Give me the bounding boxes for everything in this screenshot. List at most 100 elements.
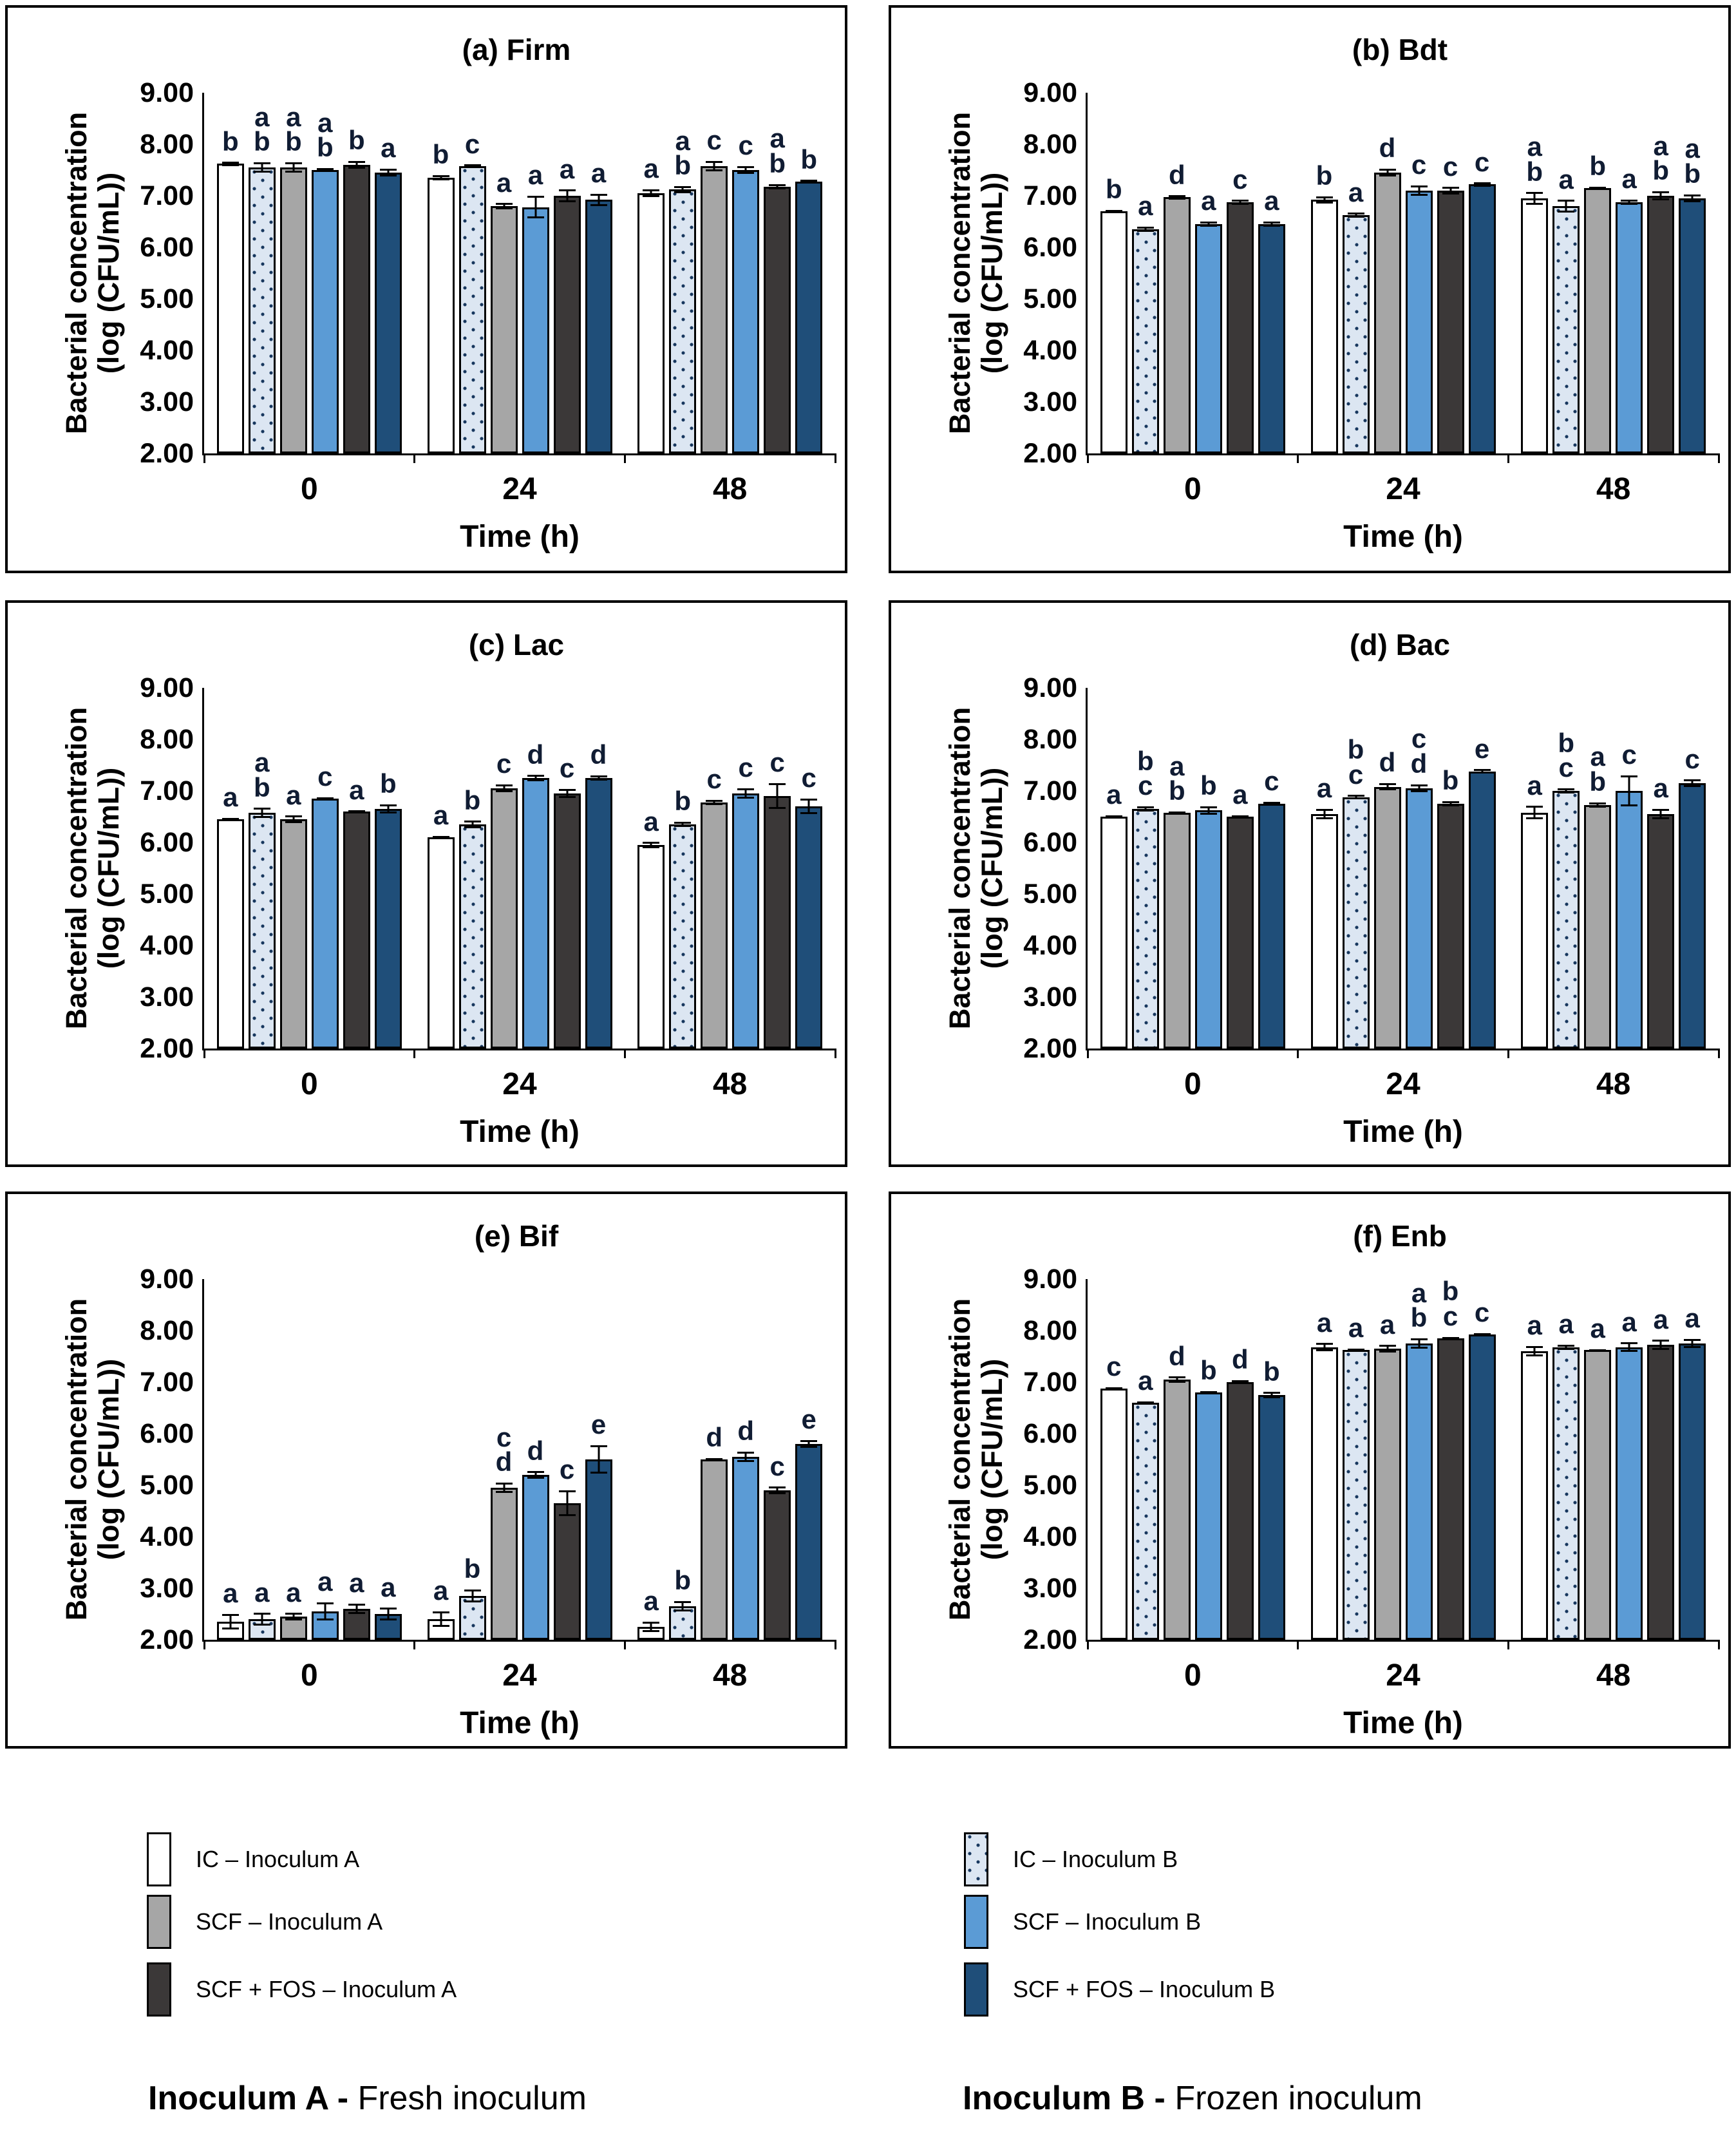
barwrap: a [553,93,581,453]
error-bar-cap-bottom [706,802,723,805]
barwrap: a [490,93,518,453]
legend-label: SCF – Inoculum B [1013,1908,1202,1935]
error-bar-cap-bottom [1473,771,1491,774]
error-bar-cap-bottom [379,1618,397,1620]
error-bar-cap-bottom [316,1619,334,1621]
sig-letters: b [380,768,397,799]
barwrap: a [1521,688,1549,1049]
error-bar-line [261,808,263,819]
error-bar [590,775,607,781]
error-bar-line [598,1445,599,1474]
error-bar [558,1490,576,1516]
legend-item-scffos-a: SCF + FOS – Inoculum A [147,1962,457,2017]
barwrap: a [1552,93,1580,453]
error-bar-cap-bottom [1379,788,1396,791]
y-tick-label: 9.00 [1023,1264,1077,1295]
x-tick-label-0: 0 [300,1658,318,1693]
error-bar [1379,783,1396,791]
barwrap: b [458,688,486,1049]
error-bar-cap-top [1137,1401,1154,1403]
sig-letters: a [1621,1306,1637,1337]
y-tick-label: 5.00 [140,878,194,909]
x-axis-tick [413,1049,416,1058]
error-bar-cap-bottom [1231,816,1249,819]
legend-label: SCF – Inoculum A [196,1908,383,1935]
bar-b-24h-scf_a [1373,173,1401,453]
sig-letters: a [1348,176,1364,207]
barwrap: a [1679,1279,1706,1640]
error-bar-line [387,804,390,814]
y-tick-label: 8.00 [140,1315,194,1346]
sig-letters: b [674,1565,691,1596]
error-bar [1558,1344,1575,1350]
barwrap: a [1131,93,1159,453]
barwrap: a [1342,1279,1370,1640]
bar-d-48h-ic_b [1552,791,1580,1049]
bar-d-0h-ic_b [1131,809,1159,1049]
error-bar-cap-bottom [1347,797,1364,799]
error-bar-cap-bottom [1558,1347,1575,1350]
barwrap: c [1468,93,1496,453]
barwrap: e [1468,688,1496,1049]
error-bar-line [1691,194,1694,203]
y-tick-label: 8.00 [1023,724,1077,755]
error-bar-cap-bottom [1621,202,1638,205]
x-axis-tick [623,1640,626,1649]
barwrap: c [1468,1279,1496,1640]
error-bar [1231,1380,1249,1385]
sig-letters: c [1232,164,1248,195]
error-bar [1231,815,1249,819]
x-tick-label-24: 24 [1386,472,1420,506]
sig-letters: a [433,799,449,830]
error-bar-cap-bottom [379,175,397,177]
barwrap: a [585,93,612,453]
bar-b-24h-scffos_a [1437,191,1464,453]
error-bar-line [598,775,599,781]
x-tick-label-0: 0 [1184,1658,1202,1693]
error-bar-cap-bottom [1473,1334,1491,1336]
error-bar-line [440,1611,442,1627]
error-bar [222,162,239,166]
error-bar-line [1533,806,1536,819]
barwrap: c [795,688,823,1049]
barwrap: c [732,93,760,453]
error-bar-cap-bottom [737,1460,755,1462]
y-tick-label: 4.00 [1023,930,1077,961]
error-bar-line [1176,1376,1178,1383]
sig-letters: c [706,124,722,155]
error-bar-cap-bottom [1473,184,1491,187]
sig-letters: b [1200,1354,1217,1385]
bar-c-0h-ic_a [216,819,244,1049]
error-bar-cap-bottom [348,167,365,169]
sig-letters: e [1474,733,1490,764]
error-bar-line [387,1608,390,1620]
error-bar-cap-top [800,180,818,182]
error-bar [1263,222,1280,227]
sig-letters: a [1527,1310,1542,1341]
error-bar-cap-top [379,804,397,806]
error-bar-line [324,1602,326,1621]
error-bar [316,167,334,173]
error-bar-line [1659,1340,1662,1351]
y-tick-label: 5.00 [140,1470,194,1501]
error-bar [1105,815,1122,819]
error-bar-line [1418,185,1420,196]
error-bar-cap-bottom [1442,1338,1459,1340]
sig-letters: a [643,153,659,184]
barwrap: a [1521,1279,1549,1640]
barwrap: d [522,688,549,1049]
x-axis-tick [834,1049,836,1058]
y-tick-label: 7.00 [1023,1367,1077,1398]
barwrap: d [1373,93,1401,453]
error-bar-line [229,1614,232,1629]
sig-letters: b [348,124,365,155]
x-tick-label-48: 48 [1596,1658,1631,1693]
error-bar [495,784,513,793]
sig-letters: c [769,747,785,778]
barwrap: b [1584,93,1612,453]
bar-a-48h-scf_a [701,166,728,453]
error-bar [1589,802,1607,808]
